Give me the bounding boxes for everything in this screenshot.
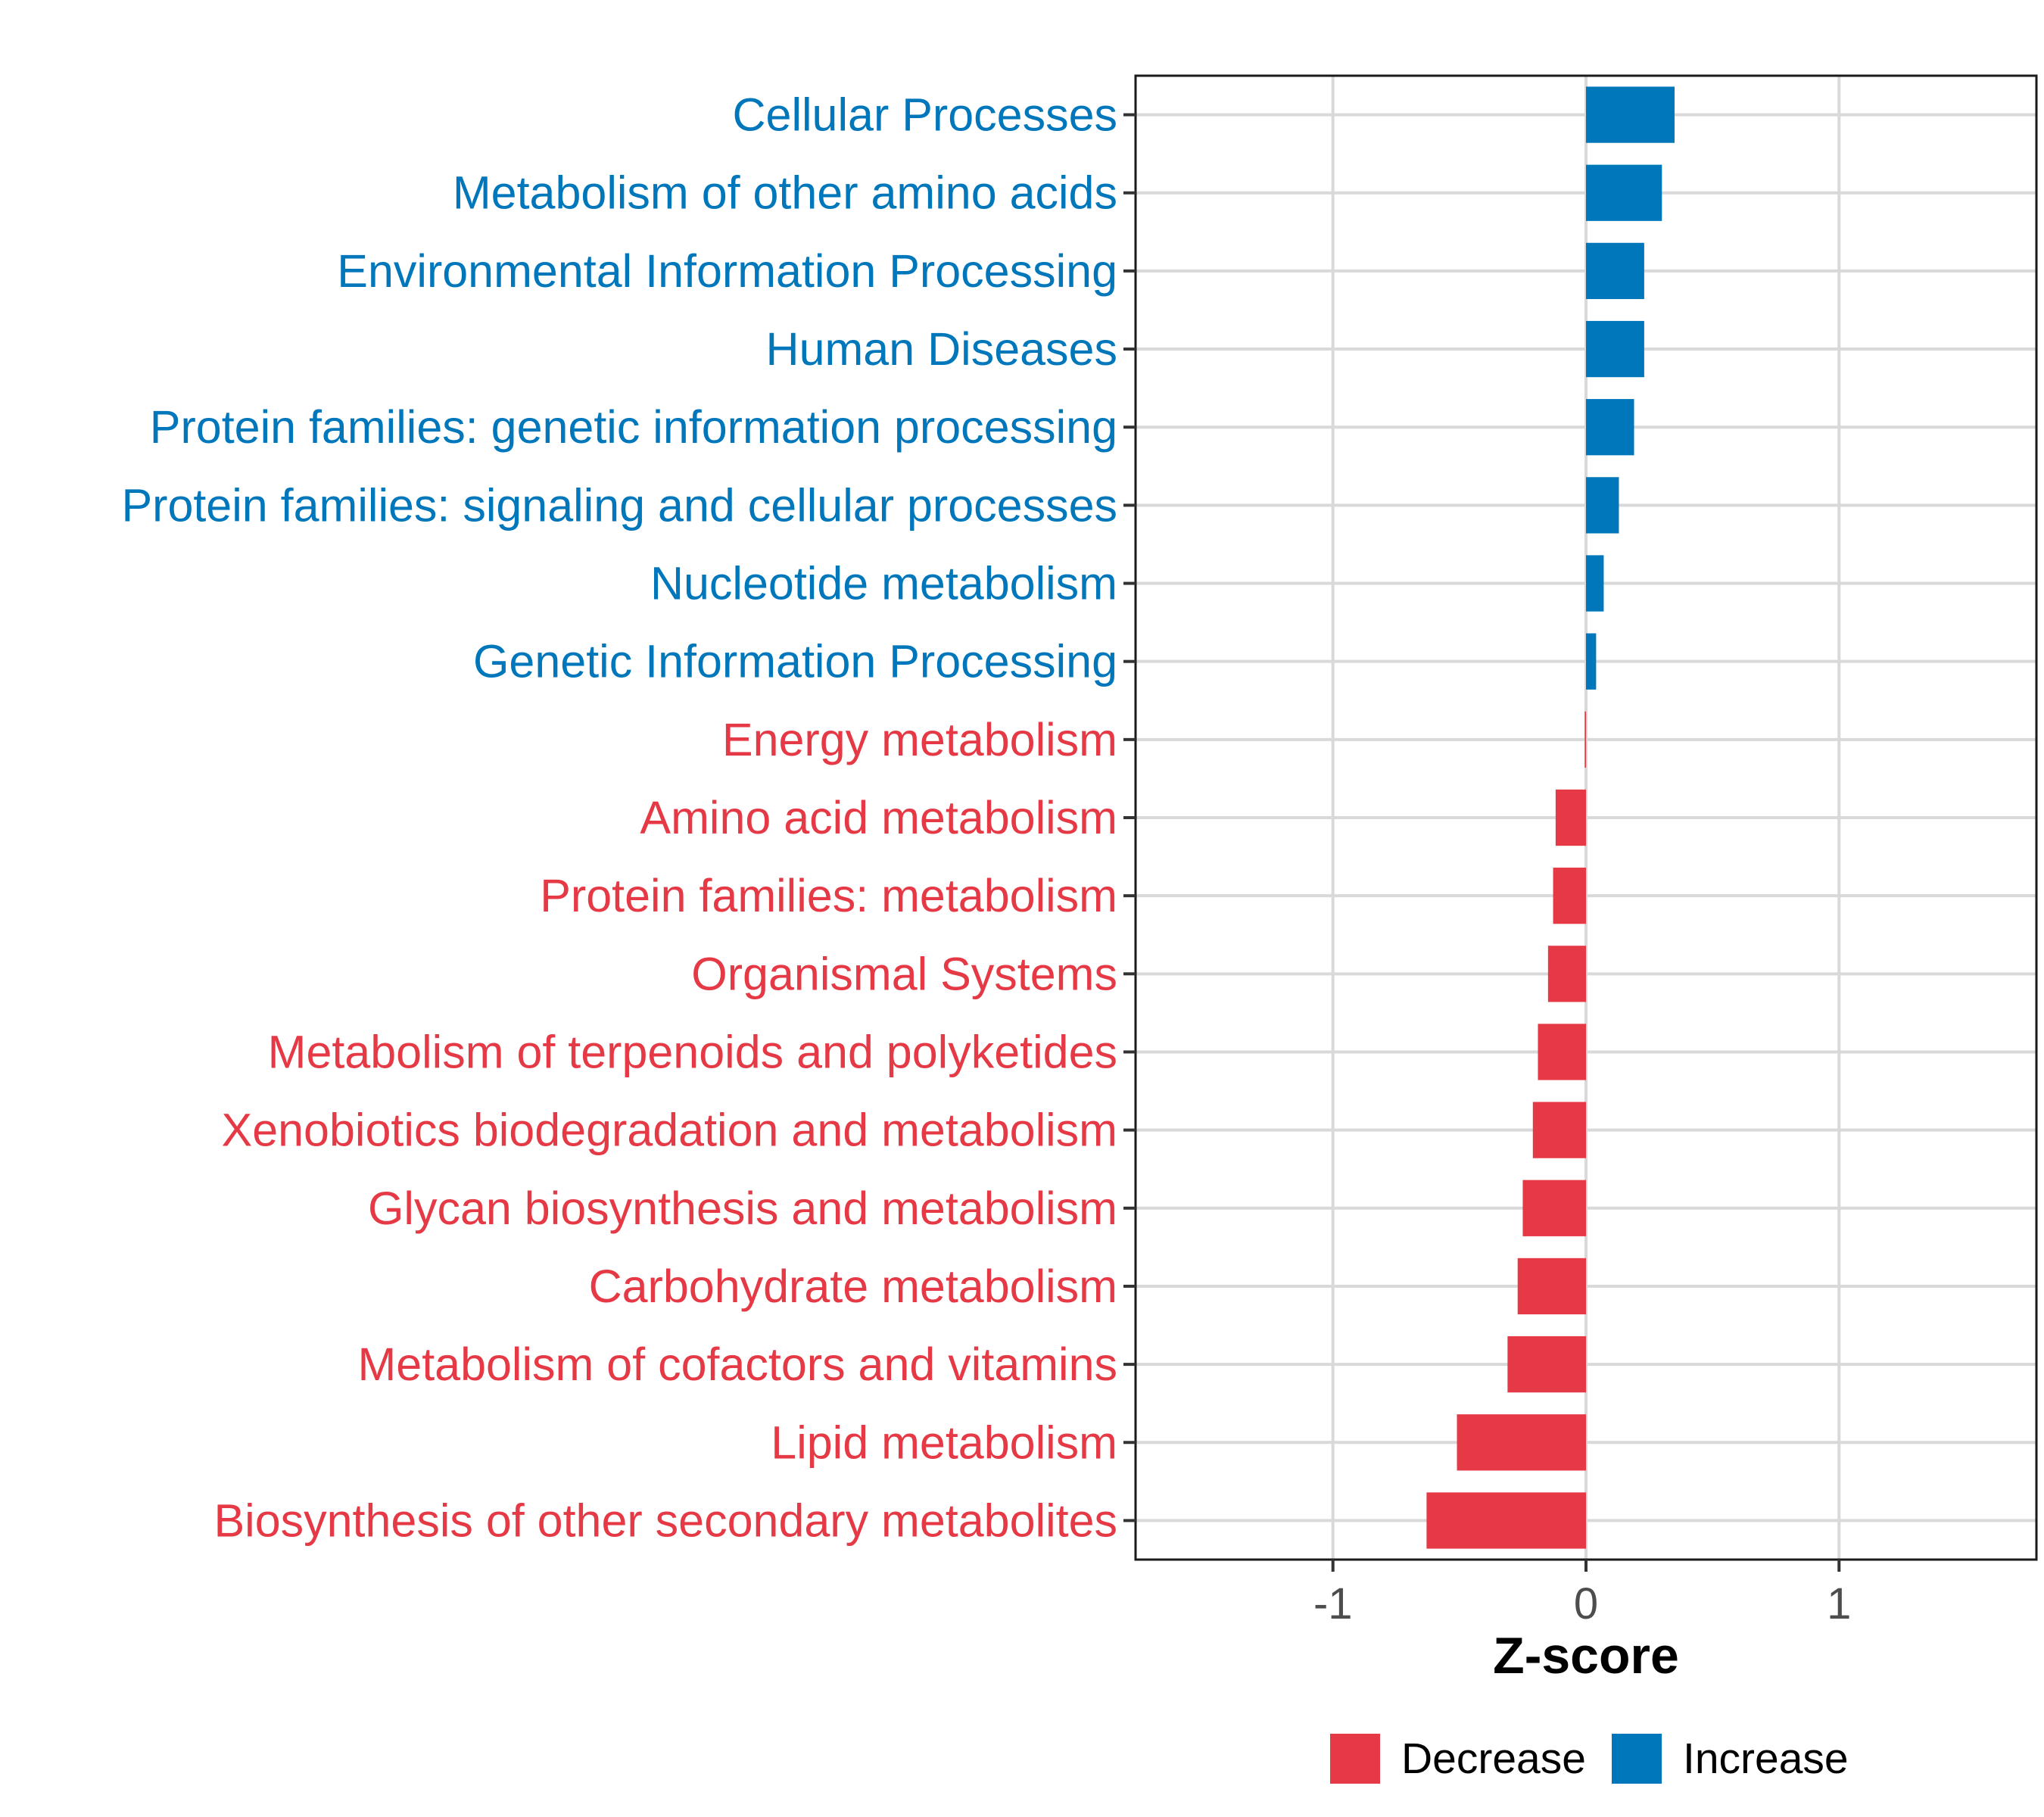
bar-increase: [1586, 164, 1662, 221]
bar-increase: [1586, 86, 1675, 143]
bar-decrease: [1553, 868, 1586, 924]
category-label: Protein families: genetic information pr…: [150, 401, 1117, 453]
category-label: Amino acid metabolism: [640, 792, 1117, 843]
legend-swatch-increase: [1612, 1734, 1662, 1784]
category-label: Protein families: metabolism: [540, 870, 1117, 921]
legend: Decrease Increase: [1330, 1734, 1849, 1784]
category-label: Xenobiotics biodegradation and metabolis…: [222, 1105, 1117, 1156]
bar-increase: [1586, 399, 1634, 456]
category-label: Cellular Processes: [732, 89, 1117, 141]
category-label: Carbohydrate metabolism: [589, 1261, 1117, 1312]
category-label: Biosynthesis of other secondary metaboli…: [213, 1494, 1117, 1546]
legend-swatch-decrease: [1330, 1734, 1380, 1784]
bars: [1426, 86, 1675, 1549]
x-axis-ticks: -1 0 1: [1313, 1560, 1851, 1628]
bar-decrease: [1547, 946, 1586, 1002]
category-label: Environmental Information Processing: [337, 245, 1117, 297]
category-labels: Cellular Processes Metabolism of other am…: [121, 89, 1117, 1547]
category-label: Genetic Information Processing: [473, 636, 1117, 687]
x-axis-title: Z-score: [1493, 1627, 1679, 1685]
bar-increase: [1586, 477, 1619, 534]
bar-increase: [1586, 633, 1597, 690]
category-label: Energy metabolism: [722, 714, 1117, 765]
bar-decrease: [1555, 789, 1586, 846]
legend-label-increase: Increase: [1683, 1734, 1849, 1783]
category-label: Organismal Systems: [691, 948, 1117, 999]
bar-increase: [1586, 555, 1604, 612]
category-label: Metabolism of other amino acids: [453, 167, 1117, 219]
bar-increase: [1586, 242, 1644, 300]
x-tick-label: -1: [1313, 1579, 1353, 1628]
category-label: Nucleotide metabolism: [650, 558, 1117, 609]
x-tick-label: 0: [1574, 1579, 1598, 1628]
bar-decrease: [1584, 711, 1586, 768]
x-tick-label: 1: [1827, 1579, 1851, 1628]
legend-label-decrease: Decrease: [1401, 1734, 1586, 1783]
bar-decrease: [1522, 1180, 1586, 1236]
bar-decrease: [1426, 1492, 1586, 1549]
bar-increase: [1586, 320, 1644, 378]
category-label: Lipid metabolism: [771, 1417, 1117, 1468]
bar-decrease: [1538, 1024, 1586, 1080]
category-label: Metabolism of cofactors and vitamins: [357, 1339, 1117, 1390]
category-label: Metabolism of terpenoids and polyketides: [268, 1026, 1117, 1077]
category-label: Human Diseases: [766, 323, 1117, 375]
bar-decrease: [1517, 1258, 1586, 1315]
category-label: Glycan biosynthesis and metabolism: [368, 1183, 1117, 1234]
bar-decrease: [1457, 1414, 1586, 1471]
category-label: Protein families: signaling and cellular…: [121, 479, 1117, 531]
bar-decrease: [1507, 1335, 1586, 1393]
bar-decrease: [1532, 1102, 1586, 1158]
